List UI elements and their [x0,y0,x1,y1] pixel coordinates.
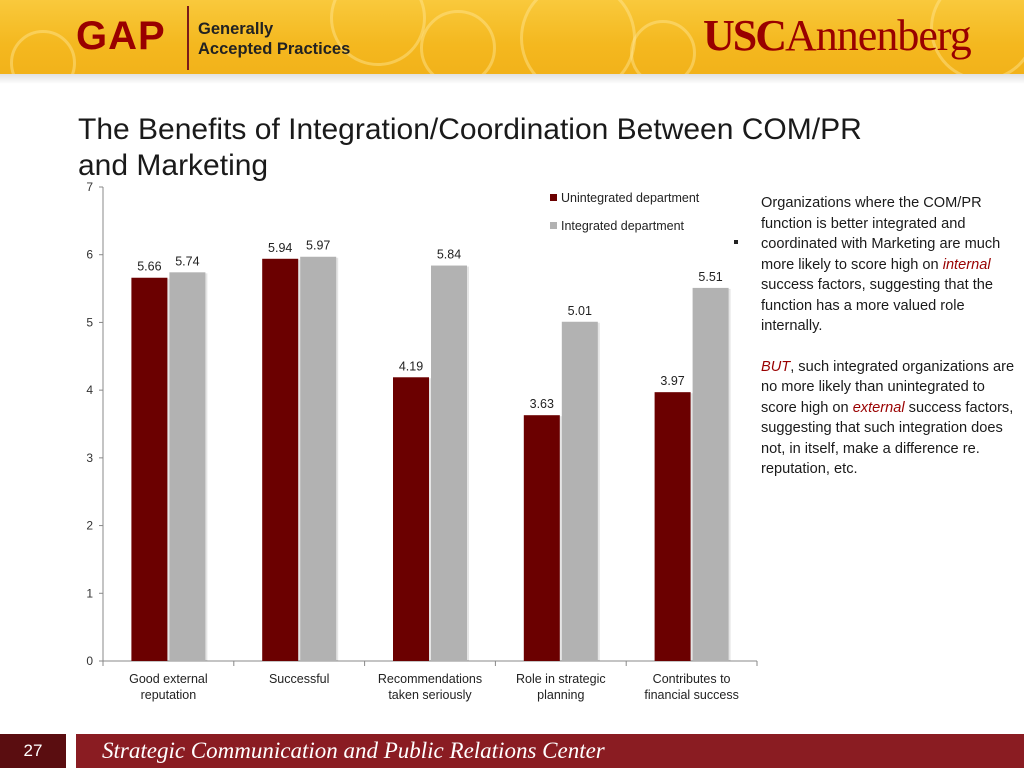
y-tick-label: 6 [86,248,93,262]
x-tick-label: financial success [644,688,739,702]
y-tick-label: 2 [86,519,93,533]
data-label: 3.63 [530,397,554,411]
bar-chart: 0 1 2 3 4 5 6 7 5.66 5.74 Good external reputation 5… [86,180,758,702]
header-banner: GAP Generally Accepted Practices USCAnne… [0,0,1024,74]
banner-shadow [0,74,1024,84]
x-tick-label: Contributes to [653,672,731,686]
stray-dot [734,240,738,244]
slide-title-line2: and Marketing [78,149,269,182]
legend-swatch [550,194,557,201]
x-tick-label: reputation [141,688,197,702]
annenberg-logo-text: Annenberg [785,11,972,60]
usc-logo-text: USC [703,11,787,60]
x-tick-label: Role in strategic [516,672,606,686]
data-label: 4.19 [399,359,423,373]
banner-decoration [420,10,496,74]
p1-text-before: Organizations where the COM/PR function … [761,195,1001,273]
banner-decoration [520,0,636,74]
x-tick-label: taken seriously [388,688,472,702]
banner-decoration [930,0,1024,74]
data-label: 5.66 [137,260,161,274]
x-tick-label: Good external [129,672,208,686]
banner-decoration [10,30,76,74]
bar [561,321,598,661]
gap-subtitle-line1: Generally [198,20,274,38]
p1-emphasis: internal [942,256,991,273]
usc-annenberg-logo: USCAnnenberg [703,11,972,60]
bar [300,256,337,661]
footer-center-name: Strategic Communication and Public Relat… [102,738,605,763]
bar [692,287,729,661]
x-tick-label: Recommendations [378,672,482,686]
legend-swatch [550,222,557,229]
p2-text-after: success factors, suggesting that such in… [761,399,1014,478]
gap-logo-subtitle: Generally Accepted Practices [198,19,350,59]
bar [431,265,467,661]
legend-label: Integrated department [561,219,685,233]
bar [523,415,560,661]
data-label: 5.94 [268,241,292,255]
explanation-text: Organizations where the COM/PR function … [761,193,1017,500]
footer-divider [66,734,76,768]
bar [169,272,206,661]
explanation-paragraph-2: BUT, such integrated organizations are n… [761,357,1017,480]
y-tick-label: 5 [86,315,93,329]
gap-logo: GAP [76,14,166,58]
p1-text-after: success factors, suggesting that the fun… [761,277,994,334]
data-label: 5.84 [437,248,461,262]
page-number: 27 [0,734,66,768]
data-label: 3.97 [660,374,684,388]
p2-text-mid: , such integrated organizations are no m… [761,358,1015,416]
slide-title-line1: The Benefits of Integration/Coordination… [78,113,862,146]
y-tick-label: 1 [86,586,93,600]
gap-subtitle-line2: Accepted Practices [198,40,351,58]
x-tick-label: planning [537,688,584,702]
explanation-paragraph-1: Organizations where the COM/PR function … [761,193,1017,337]
bar [654,392,691,661]
logo-divider [187,6,189,70]
bar [131,277,168,661]
p2-emphasis-but: BUT [761,358,791,375]
x-tick-label: Successful [269,672,329,686]
legend-label: Unintegrated department [561,191,700,205]
bar [393,377,429,661]
y-tick-label: 7 [86,180,93,194]
data-label: 5.01 [568,304,592,318]
data-label: 5.74 [175,254,199,268]
y-tick-label: 4 [86,383,93,397]
data-label: 5.51 [698,270,722,284]
data-label: 5.97 [306,239,330,253]
y-tick-label: 3 [86,451,93,465]
footer-bar: 27 Strategic Communication and Public Re… [0,734,1024,768]
bar [262,258,299,661]
p2-emphasis-external: external [852,399,905,416]
slide-title: The Benefits of Integration/Coordination… [78,112,978,184]
y-tick-label: 0 [86,654,93,668]
banner-decoration [630,20,696,74]
